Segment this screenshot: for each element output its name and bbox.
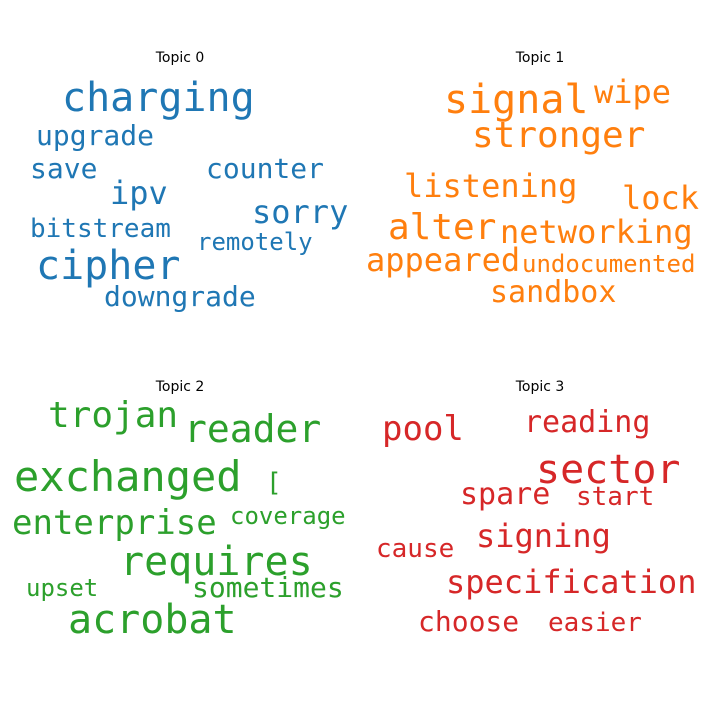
word-specification: specification [446,563,697,601]
word-sometimes: sometimes [192,571,344,604]
word-requires: requires [120,539,313,585]
word-bracket: [ [266,468,282,498]
word-reader: reader [184,407,322,451]
word-start: start [576,482,655,512]
word-choose: choose [418,605,520,638]
topic-2-panel: Topic 2 trojan reader exchanged [ enterp… [0,328,360,688]
word-undocumented: undocumented [522,250,696,278]
topic-0-title: Topic 0 [155,50,205,66]
word-acrobat: acrobat [68,597,237,643]
word-sorry: sorry [252,193,349,231]
word-listening: listening [404,167,578,205]
word-wipe: wipe [594,73,672,111]
word-counter: counter [206,152,325,185]
word-cipher: cipher [36,243,181,289]
word-exchanged: exchanged [14,452,242,501]
word-bitstream: bitstream [30,214,171,244]
word-upgrade: upgrade [36,119,155,152]
word-ipv: ipv [110,174,168,212]
word-reading: reading [524,405,651,440]
word-alter: alter [388,207,497,248]
word-appeared: appeared [366,241,521,279]
topic-1-panel: Topic 1 signal wipe stronger listening l… [360,0,720,360]
topic-3-panel: Topic 3 pool reading sector spare start … [360,328,720,688]
word-signal: signal [444,77,589,123]
word-sector: sector [536,447,681,493]
word-remotely: remotely [197,228,313,256]
word-pool: pool [382,409,464,449]
topic-0-panel: Topic 0 charging upgrade save counter ip… [0,0,360,360]
topic-2-title: Topic 2 [155,379,205,395]
word-downgrade: downgrade [104,280,256,313]
word-cause: cause [376,534,455,564]
topic-3-title: Topic 3 [515,379,565,395]
word-lock: lock [622,179,700,217]
word-easier: easier [548,608,642,638]
topic-1-title: Topic 1 [515,50,565,66]
word-spare: spare [460,477,551,512]
word-enterprise: enterprise [12,503,217,543]
word-save: save [30,152,98,185]
word-networking: networking [500,213,693,251]
word-sandbox: sandbox [490,275,617,310]
word-trojan: trojan [48,395,179,436]
word-charging: charging [62,75,255,121]
word-stronger: stronger [472,115,646,156]
word-coverage: coverage [230,502,346,530]
word-upset: upset [26,574,99,602]
word-signing: signing [476,517,611,555]
